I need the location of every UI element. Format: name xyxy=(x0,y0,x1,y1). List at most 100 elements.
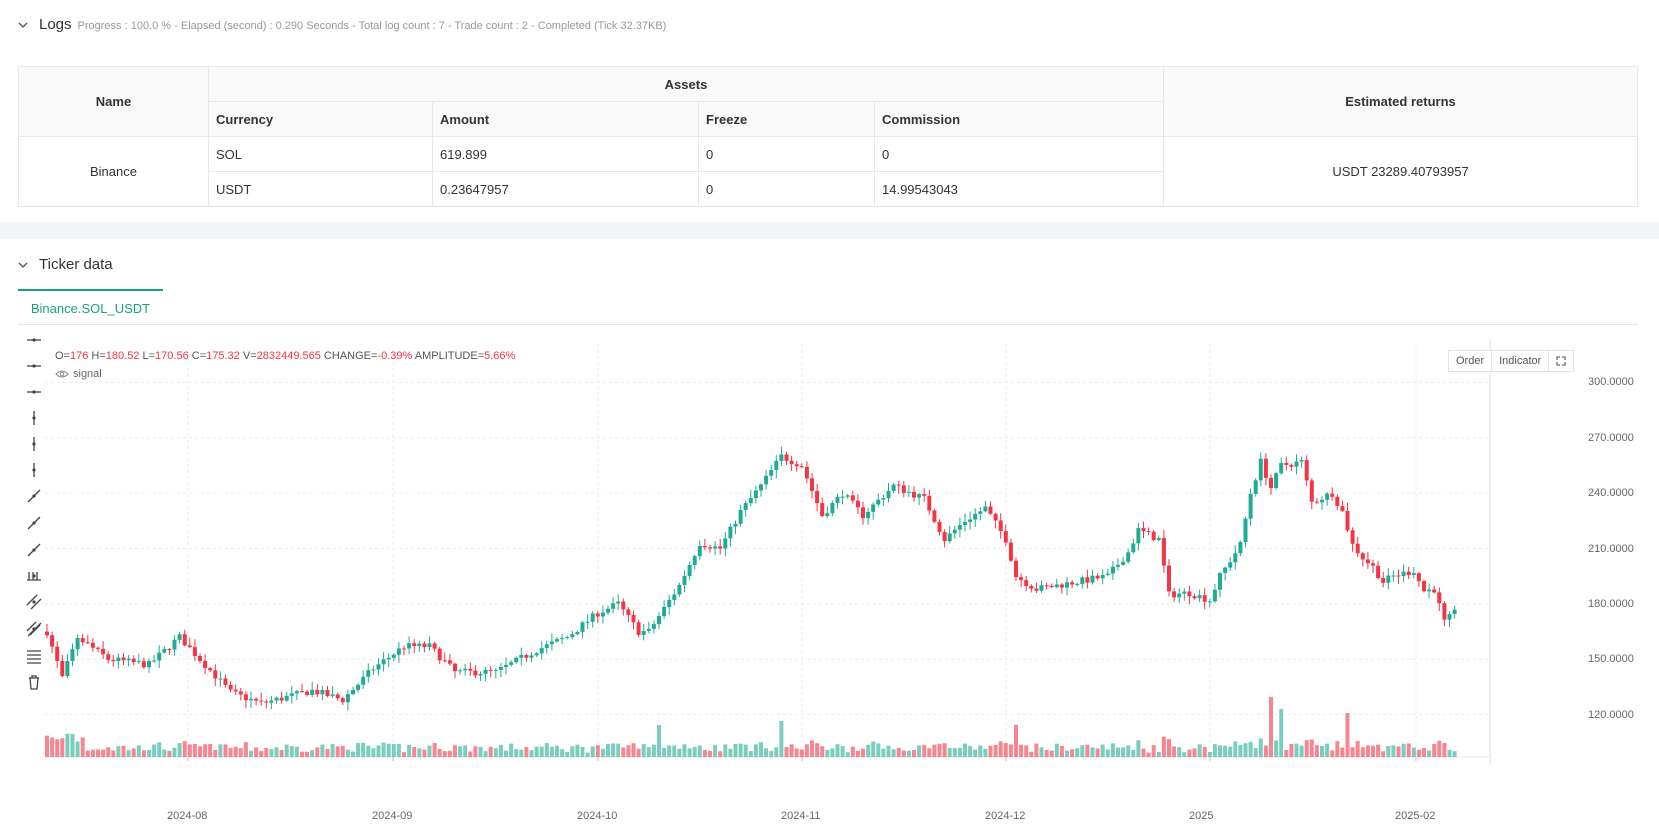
volume-bar xyxy=(815,743,820,757)
volume-bar xyxy=(198,746,202,757)
volume-bar xyxy=(1228,746,1233,757)
candle-body xyxy=(1279,462,1284,474)
volume-bar xyxy=(417,748,422,757)
volume-bar xyxy=(835,744,840,757)
candle-body xyxy=(901,485,906,493)
volume-bar xyxy=(555,745,559,757)
estimated-returns-cell: USDT 23289.40793957 xyxy=(1163,136,1638,207)
volume-bar xyxy=(830,748,835,757)
candle-body xyxy=(437,648,442,661)
chart-area[interactable]: O=176 H=180.52 L=170.56 C=175.32 V=28324… xyxy=(18,338,1658,838)
candle-body xyxy=(192,647,197,656)
candle-body xyxy=(1039,585,1044,591)
candle-body xyxy=(677,584,682,595)
volume-bar xyxy=(825,749,830,757)
amount-cell: 619.899 xyxy=(432,136,699,172)
candle-body xyxy=(952,529,957,534)
candle-body xyxy=(1248,493,1253,519)
order-button[interactable]: Order xyxy=(1448,350,1493,372)
fib-retracement-icon[interactable] xyxy=(24,646,44,666)
ohlc-readout: O=176 H=180.52 L=170.56 C=175.32 V=28324… xyxy=(55,350,516,362)
candle-body xyxy=(753,490,758,499)
candle-body xyxy=(182,634,187,646)
eye-icon[interactable] xyxy=(55,369,69,379)
parallel-channel-icon[interactable] xyxy=(24,592,44,612)
trend-line-icon[interactable] xyxy=(24,486,44,506)
assets-table: Name Assets Estimated returns Currency A… xyxy=(18,66,1638,207)
volume-bar xyxy=(1177,747,1182,757)
volume-bar xyxy=(85,750,90,757)
regression-channel-icon[interactable] xyxy=(24,619,44,639)
volume-bar xyxy=(611,743,616,757)
volume-bar xyxy=(626,745,631,757)
candle-body xyxy=(539,648,544,654)
trash-icon[interactable] xyxy=(24,672,44,692)
candle-body xyxy=(810,478,814,491)
candle-body xyxy=(580,622,585,632)
vertical-ray-icon[interactable] xyxy=(24,434,44,454)
extended-line-icon[interactable] xyxy=(24,540,44,560)
volume-bar xyxy=(672,745,677,757)
candle-body xyxy=(473,670,478,676)
volume-bar xyxy=(845,752,850,757)
candle-body xyxy=(891,484,896,491)
volume-bar xyxy=(131,748,136,757)
volume-bar xyxy=(70,733,75,757)
volume-bar xyxy=(412,747,417,757)
horizontal-line-icon[interactable] xyxy=(24,330,44,350)
volume-bar xyxy=(1070,749,1075,757)
vertical-segment-icon[interactable] xyxy=(24,460,44,480)
vertical-line-icon[interactable] xyxy=(24,408,44,428)
horizontal-ray-icon[interactable] xyxy=(24,356,44,376)
volume-bar xyxy=(692,746,697,757)
horizontal-segment-icon[interactable] xyxy=(24,382,44,402)
trend-ray-icon[interactable] xyxy=(24,513,44,533)
indicator-button[interactable]: Indicator xyxy=(1492,350,1550,372)
candle-body xyxy=(371,669,376,671)
candle-body xyxy=(743,503,748,510)
candle-body xyxy=(794,464,799,467)
volume-bar xyxy=(957,747,962,757)
volume-bar xyxy=(723,744,728,757)
volume-bar xyxy=(978,745,983,757)
volume-bar xyxy=(463,745,468,757)
volume-bar xyxy=(233,746,238,757)
volume-bar xyxy=(305,751,310,757)
volume-bar xyxy=(386,743,391,757)
volume-bar xyxy=(687,748,692,757)
price-range-icon[interactable] xyxy=(24,566,44,586)
volume-bar xyxy=(606,743,610,757)
volume-bar xyxy=(504,750,508,757)
volume-bar xyxy=(748,751,753,757)
candle-body xyxy=(708,547,712,549)
logs-header[interactable]: Logs Progress : 100.0 % - Elapsed (secon… xyxy=(18,16,666,33)
candle-body xyxy=(600,612,605,617)
candle-body xyxy=(825,513,830,516)
ticker-header[interactable]: Ticker data xyxy=(18,256,113,273)
volume-bar xyxy=(325,748,330,757)
candle-body xyxy=(1447,614,1452,620)
currency-cell: SOL xyxy=(208,136,433,172)
candle-body xyxy=(1141,528,1146,532)
volume-bar xyxy=(1386,746,1391,757)
chevron-down-icon[interactable] xyxy=(18,20,28,30)
fullscreen-button[interactable] xyxy=(1549,350,1575,372)
volume-bar xyxy=(789,744,794,757)
volume-bar xyxy=(55,739,60,757)
volume-bar xyxy=(315,747,320,757)
candlestick-chart[interactable] xyxy=(18,340,1658,838)
candle-body xyxy=(1325,493,1330,500)
table-row: USDT 0.23647957 0 14.99543043 xyxy=(19,171,1638,207)
candle-body xyxy=(764,475,769,485)
candle-body xyxy=(937,521,942,532)
volume-bar xyxy=(820,746,825,757)
tab-binance-sol-usdt[interactable]: Binance.SOL_USDT xyxy=(18,289,163,325)
signal-legend[interactable]: signal xyxy=(55,368,102,380)
candle-body xyxy=(514,657,519,663)
candle-body xyxy=(381,659,386,665)
volume-bar xyxy=(565,751,570,757)
candle-body xyxy=(570,634,575,638)
candle-body xyxy=(917,494,922,498)
candle-body xyxy=(85,642,90,644)
chevron-down-icon[interactable] xyxy=(18,260,28,270)
